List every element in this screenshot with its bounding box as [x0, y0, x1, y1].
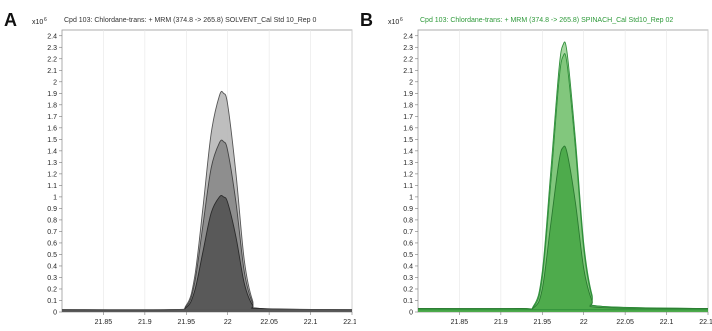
- y-tick-label: 0.4: [403, 263, 413, 270]
- chromatogram-a: Cpd 103: Chlordane-trans: + MRM (374.8 -…: [32, 17, 356, 326]
- series-area-3: [418, 146, 708, 312]
- y-tick-label: 2: [409, 79, 413, 86]
- chart-title: Cpd 103: Chlordane-trans: + MRM (374.8 -…: [64, 17, 316, 24]
- series-group: [418, 41, 708, 312]
- y-tick-label: 0.4: [47, 263, 57, 270]
- y-tick-label: 2.3: [403, 45, 413, 52]
- x-tick-label: 22.05: [260, 319, 278, 326]
- y-tick-label: 0.6: [47, 240, 57, 247]
- y-tick-label: 0.2: [403, 286, 413, 293]
- y-tick-label: 0: [53, 310, 57, 317]
- y-tick-label: 1.6: [403, 125, 413, 132]
- y-tick-label: 0.6: [403, 240, 413, 247]
- series-line-3: [418, 145, 708, 310]
- x-tick-label: 21.9: [494, 319, 508, 326]
- y-tick-label: 0: [409, 310, 413, 317]
- y-tick-label: 1: [409, 194, 413, 201]
- y-tick-label: 1.4: [403, 148, 413, 155]
- y-tick-label: 1.6: [47, 125, 57, 132]
- y-tick-label: 2: [53, 79, 57, 86]
- y-tick-label: 0.7: [403, 229, 413, 236]
- y-tick-label: 2.1: [403, 68, 413, 75]
- y-tick-label: 0.9: [47, 206, 57, 213]
- y-tick-label: 0.3: [403, 275, 413, 282]
- y-tick-label: 1.9: [47, 91, 57, 98]
- x-tick-label: 21.9: [138, 319, 152, 326]
- x-tick-label: 22.15: [343, 319, 356, 326]
- y-tick-label: 1.1: [403, 183, 413, 190]
- series-group: [62, 90, 352, 312]
- x-tick-label: 22: [224, 319, 232, 326]
- panel-label-b: B: [360, 10, 373, 30]
- x-tick-label: 21.95: [534, 319, 552, 326]
- series-line-1: [62, 90, 352, 311]
- y-tick-label: 1.2: [47, 171, 57, 178]
- y-tick-label: 0.8: [47, 217, 57, 224]
- y-tick-label: 1.2: [403, 171, 413, 178]
- y-tick-label: 1.7: [47, 114, 57, 121]
- y-tick-label: 0.5: [403, 252, 413, 259]
- y-tick-label: 0.8: [403, 217, 413, 224]
- y-tick-label: 1.1: [47, 183, 57, 190]
- y-tick-label: 1.4: [47, 148, 57, 155]
- y-tick-label: 0.1: [47, 298, 57, 305]
- y-tick-label: 1.7: [403, 114, 413, 121]
- series-area-3: [62, 195, 352, 312]
- chart-title: Cpd 103: Chlordane-trans: + MRM (374.8 -…: [420, 17, 673, 24]
- y-tick-label: 0.3: [47, 275, 57, 282]
- x-tick-label: 22.05: [616, 319, 634, 326]
- y-tick-label: 2.3: [47, 45, 57, 52]
- y-tick-label: 0.1: [403, 298, 413, 305]
- series-line-2: [418, 53, 708, 310]
- panel-label-a: A: [4, 10, 17, 30]
- chromatogram-b: Cpd 103: Chlordane-trans: + MRM (374.8 -…: [388, 17, 712, 326]
- series-line-1: [418, 41, 708, 310]
- y-tick-label: 2.4: [47, 33, 57, 40]
- y-tick-label: 2.4: [403, 33, 413, 40]
- y-tick-label: 2.1: [47, 68, 57, 75]
- series-line-3: [62, 195, 352, 311]
- x-tick-label: 21.95: [178, 319, 196, 326]
- y-tick-label: 1.3: [403, 160, 413, 167]
- y-tick-label: 1.3: [47, 160, 57, 167]
- y-tick-label: 1.5: [403, 137, 413, 144]
- x-tick-label: 22: [580, 319, 588, 326]
- x-tick-label: 22.1: [660, 319, 674, 326]
- y-tick-label: 1.5: [47, 137, 57, 144]
- x-tick-label: 22.1: [304, 319, 318, 326]
- series-area-2: [62, 140, 352, 312]
- y-tick-label: 0.9: [403, 206, 413, 213]
- y-tick-label: 1.8: [47, 102, 57, 109]
- series-line-2: [62, 139, 352, 311]
- y-tick-label: 1: [53, 194, 57, 201]
- y-multiplier-label: x10: [388, 19, 399, 26]
- y-tick-label: 0.2: [47, 286, 57, 293]
- y-multiplier-exponent: 6: [400, 17, 403, 23]
- y-tick-label: 0.7: [47, 229, 57, 236]
- x-tick-label: 21.85: [95, 319, 113, 326]
- y-tick-label: 1.8: [403, 102, 413, 109]
- y-multiplier-exponent: 6: [44, 17, 47, 23]
- y-multiplier-label: x10: [32, 19, 43, 26]
- y-tick-label: 2.2: [47, 56, 57, 63]
- y-tick-label: 1.9: [403, 91, 413, 98]
- y-tick-label: 2.2: [403, 56, 413, 63]
- y-tick-label: 0.5: [47, 252, 57, 259]
- x-tick-label: 22.15: [699, 319, 712, 326]
- x-tick-label: 21.85: [451, 319, 469, 326]
